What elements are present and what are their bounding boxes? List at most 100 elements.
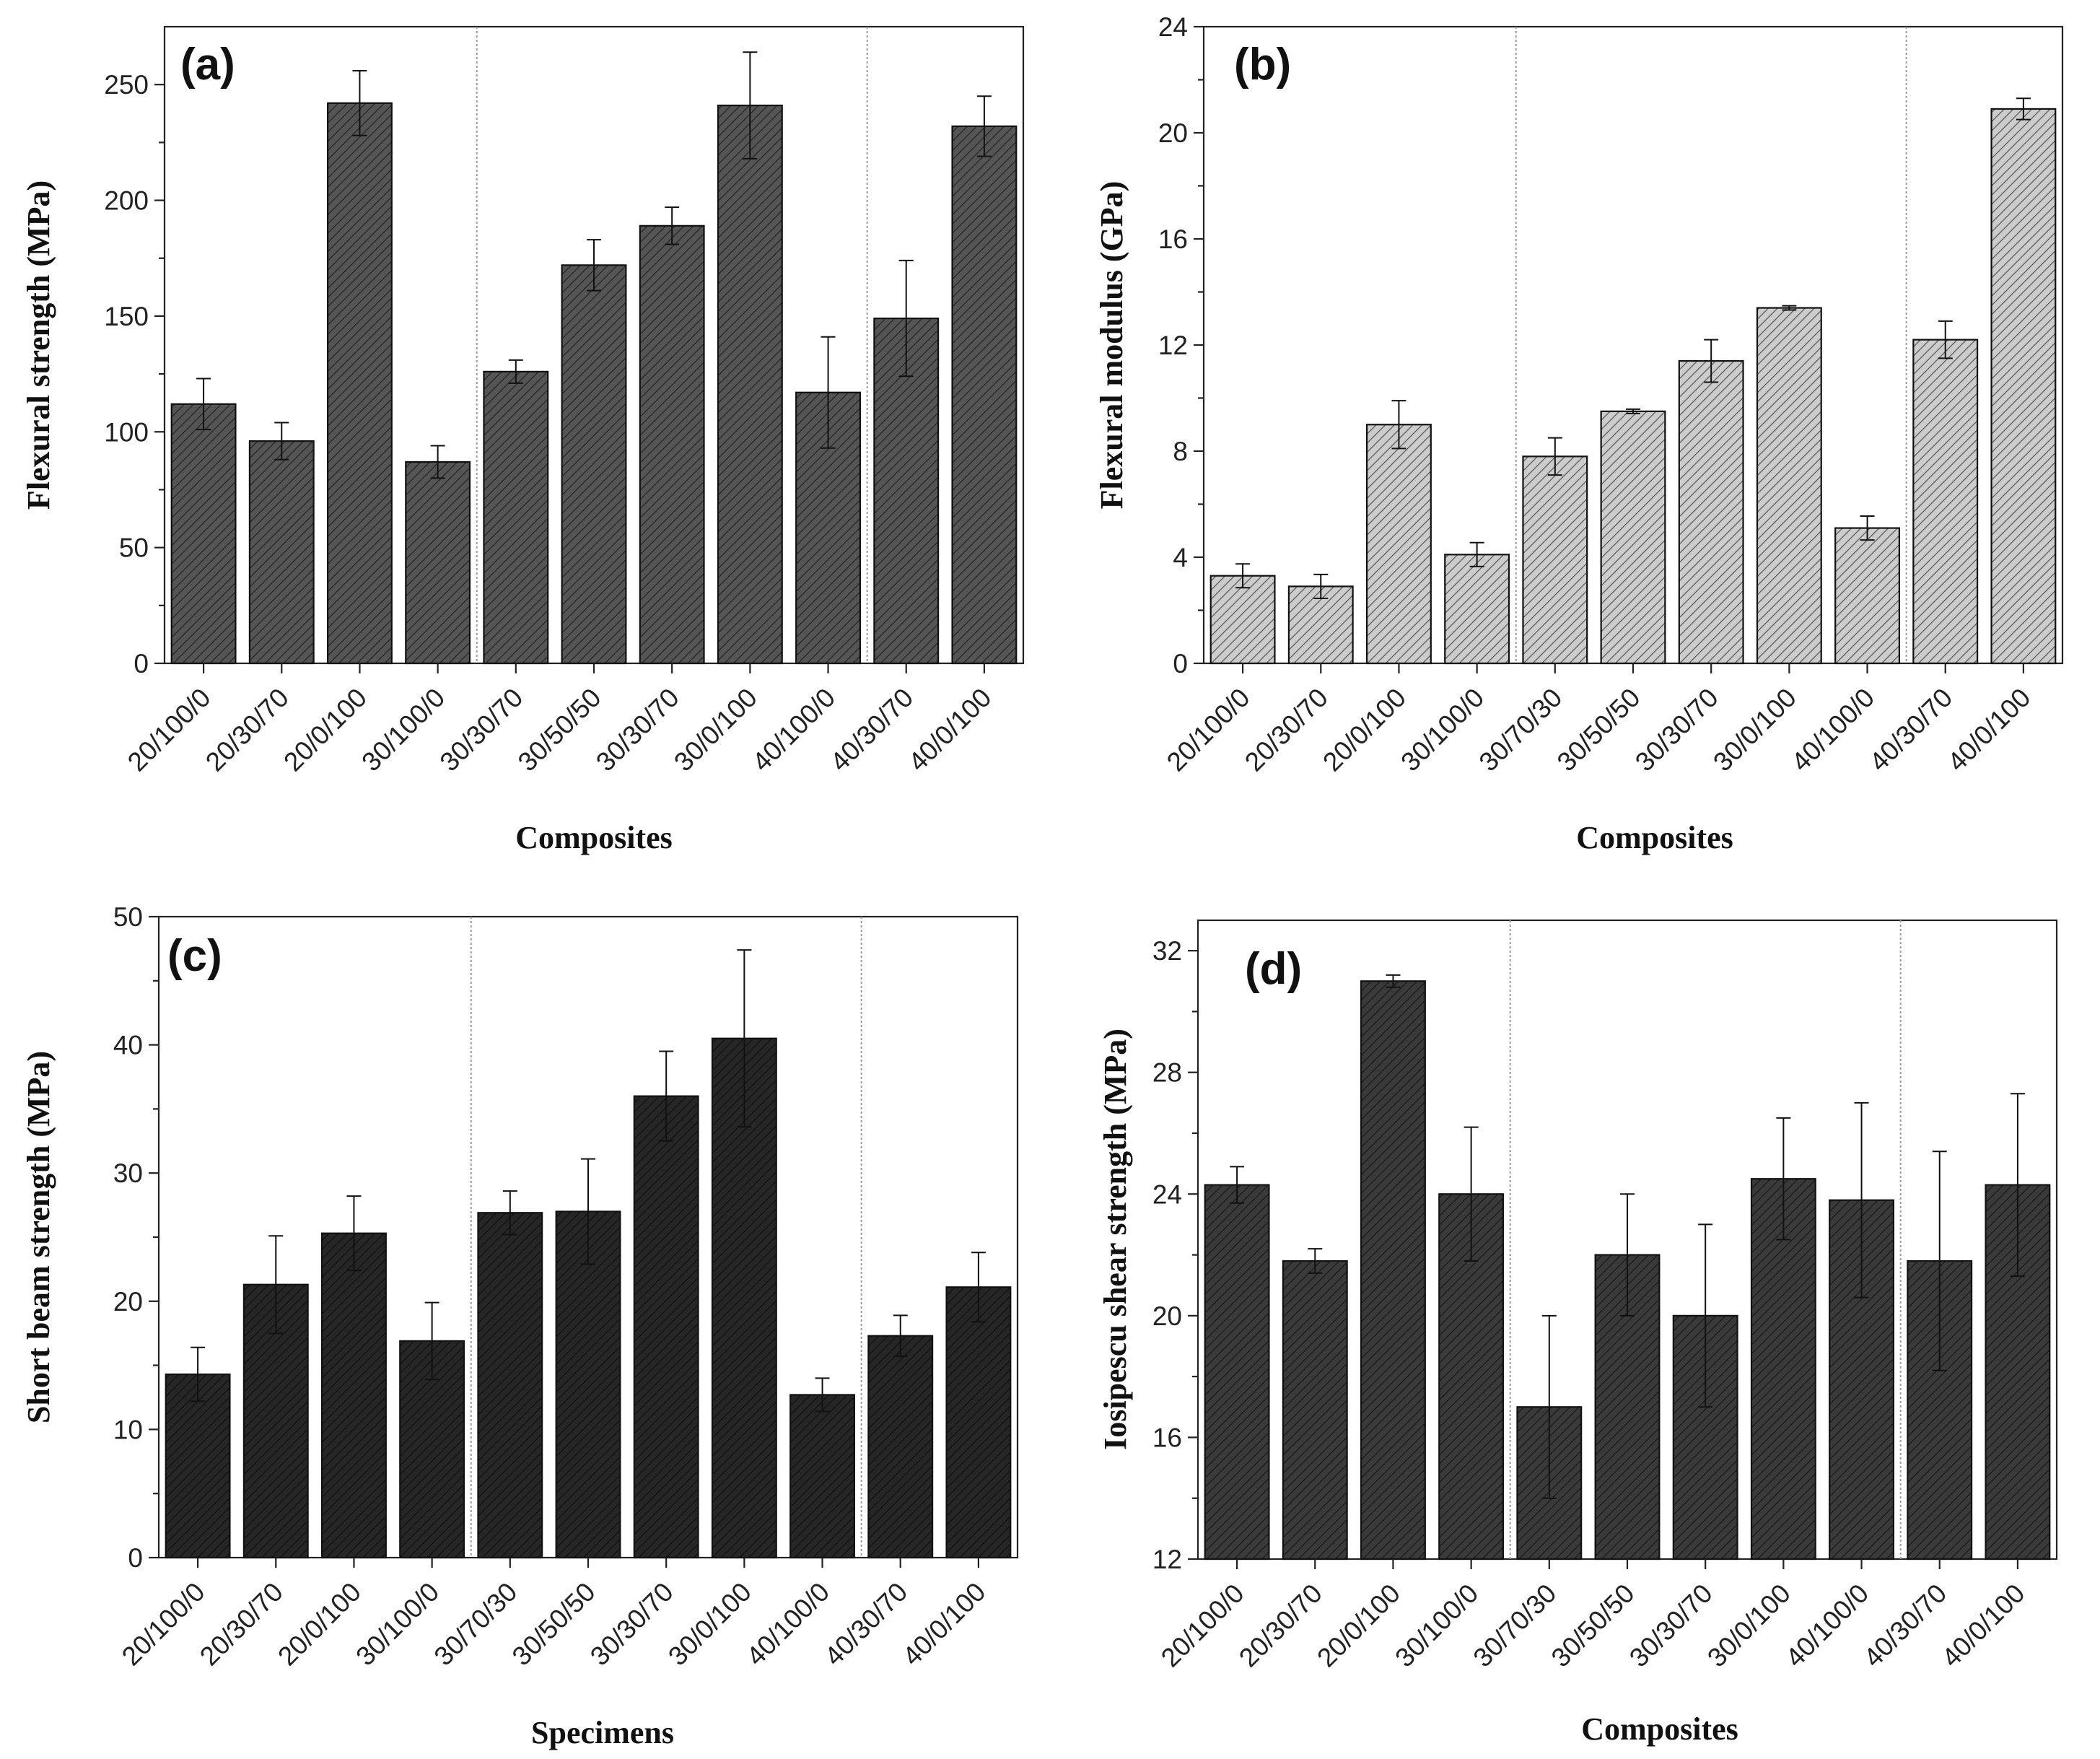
y-tick-label: 50 <box>119 533 149 563</box>
x-tick-label: 30/100/0 <box>356 683 450 777</box>
x-tick-label: 20/30/70 <box>194 1577 289 1672</box>
y-tick-label: 0 <box>134 649 149 678</box>
group-dividers <box>470 917 862 1558</box>
chart-panel-b: 0 4 8 12 16 20 24 20/100/020/30/7020/0/10030/1… <box>1094 12 2064 855</box>
bar <box>1287 585 1354 665</box>
bar <box>405 461 471 665</box>
y-axis-title: Flexural modulus (GPa) <box>1094 181 1129 510</box>
bar-series <box>1209 97 2057 665</box>
x-tick-label: 30/30/70 <box>434 683 529 777</box>
x-axis-title: Composites <box>1581 1711 1738 1747</box>
bar <box>1204 1184 1270 1561</box>
y-tick-label: 100 <box>104 417 149 447</box>
y-tick-label: 12 <box>1152 1545 1182 1574</box>
x-tick-label: 20/0/100 <box>272 1577 367 1672</box>
bar <box>1834 527 1901 665</box>
x-tick-label: 40/30/70 <box>1864 683 1959 777</box>
bar <box>483 370 549 665</box>
x-tick-label: 40/0/100 <box>897 1577 992 1672</box>
bar <box>1444 554 1510 665</box>
bar <box>639 224 705 665</box>
x-tick-label: 40/30/70 <box>819 1577 914 1672</box>
y-tick-label: 16 <box>1152 1423 1182 1452</box>
y-axis-ticks: 0 50 100 150 200 250 <box>104 70 165 678</box>
y-tick-label: 12 <box>1158 331 1188 360</box>
x-tick-label: 30/30/70 <box>585 1577 679 1672</box>
y-tick-label: 250 <box>104 70 149 100</box>
y-tick-label: 20 <box>1158 118 1188 148</box>
x-tick-label: 30/0/100 <box>1702 1579 1796 1673</box>
bar <box>1522 455 1588 665</box>
bar <box>1365 424 1432 665</box>
x-axis-title: Composites <box>515 820 673 855</box>
x-tick-label: 20/100/0 <box>1155 1579 1250 1673</box>
y-axis-ticks: 0 4 8 12 16 20 24 <box>1158 12 1204 678</box>
bar-series <box>1204 974 2051 1561</box>
bar <box>1990 108 2057 665</box>
y-tick-label: 8 <box>1173 437 1188 466</box>
x-tick-label: 30/50/50 <box>1546 1579 1640 1673</box>
x-tick-label: 30/50/50 <box>507 1577 601 1672</box>
y-tick-label: 20 <box>1152 1301 1182 1331</box>
x-tick-label: 40/0/100 <box>1942 683 2036 777</box>
panel-label: (a) <box>180 40 235 90</box>
bar <box>1600 410 1666 665</box>
x-tick-label: 40/100/0 <box>1785 683 1880 777</box>
x-tick-label: 30/30/70 <box>590 683 685 777</box>
y-tick-label: 24 <box>1158 12 1188 42</box>
bar <box>1678 359 1744 665</box>
bar <box>1360 980 1426 1561</box>
x-axis-title: Specimens <box>531 1715 674 1750</box>
x-tick-label: 20/30/70 <box>200 683 294 777</box>
panel-label: (c) <box>167 931 222 981</box>
bar <box>789 1394 856 1559</box>
y-tick-label: 20 <box>113 1287 143 1317</box>
x-tick-label: 40/0/100 <box>903 683 997 777</box>
x-tick-label: 20/0/100 <box>1311 1579 1406 1673</box>
panel-label: (d) <box>1245 944 1302 994</box>
x-tick-label: 30/30/70 <box>1624 1579 1718 1673</box>
y-tick-label: 150 <box>104 302 149 331</box>
y-tick-label: 28 <box>1152 1058 1182 1088</box>
y-tick-label: 30 <box>113 1158 143 1188</box>
x-tick-label: 20/0/100 <box>1317 683 1412 777</box>
y-tick-label: 32 <box>1152 936 1182 966</box>
bar <box>555 1210 621 1559</box>
x-tick-label: 20/0/100 <box>278 683 372 777</box>
y-tick-label: 0 <box>128 1543 143 1573</box>
y-axis-ticks: 0 10 20 30 40 50 <box>113 902 159 1573</box>
y-tick-label: 200 <box>104 186 149 216</box>
y-axis-title: Iosipescu shear strength (MPa) <box>1098 1029 1133 1450</box>
bar <box>561 264 627 665</box>
bar <box>1756 307 1822 665</box>
x-tick-label: 30/100/0 <box>350 1577 445 1672</box>
bar-series <box>170 51 1018 665</box>
y-axis-title: Short beam strength (MPa) <box>21 1051 56 1423</box>
bar <box>1912 339 1979 665</box>
x-tick-label: 20/100/0 <box>1161 683 1256 777</box>
x-tick-label: 30/30/70 <box>1629 683 1724 777</box>
y-tick-label: 50 <box>113 902 143 932</box>
y-tick-label: 24 <box>1152 1179 1182 1209</box>
x-axis-title: Composites <box>1576 820 1733 855</box>
x-tick-label: 30/70/30 <box>1474 683 1568 777</box>
bar <box>867 1335 934 1559</box>
bar <box>477 1212 543 1559</box>
x-tick-label: 40/0/100 <box>1936 1579 2031 1673</box>
x-tick-label: 30/70/30 <box>429 1577 523 1672</box>
panel-label: (b) <box>1234 40 1291 90</box>
x-tick-label: 40/100/0 <box>1780 1579 1874 1673</box>
bar-series <box>165 949 1012 1559</box>
bar <box>165 1373 231 1559</box>
x-tick-label: 40/100/0 <box>746 683 841 777</box>
y-axis-title: Flexural strength (MPa) <box>21 180 56 510</box>
x-tick-label: 20/30/70 <box>1233 1579 1328 1673</box>
x-tick-label: 30/0/100 <box>662 1577 757 1672</box>
x-tick-label: 40/100/0 <box>740 1577 835 1672</box>
bar <box>248 440 315 665</box>
y-tick-label: 16 <box>1158 224 1188 254</box>
y-tick-label: 40 <box>113 1031 143 1060</box>
x-tick-label: 20/100/0 <box>122 683 216 777</box>
